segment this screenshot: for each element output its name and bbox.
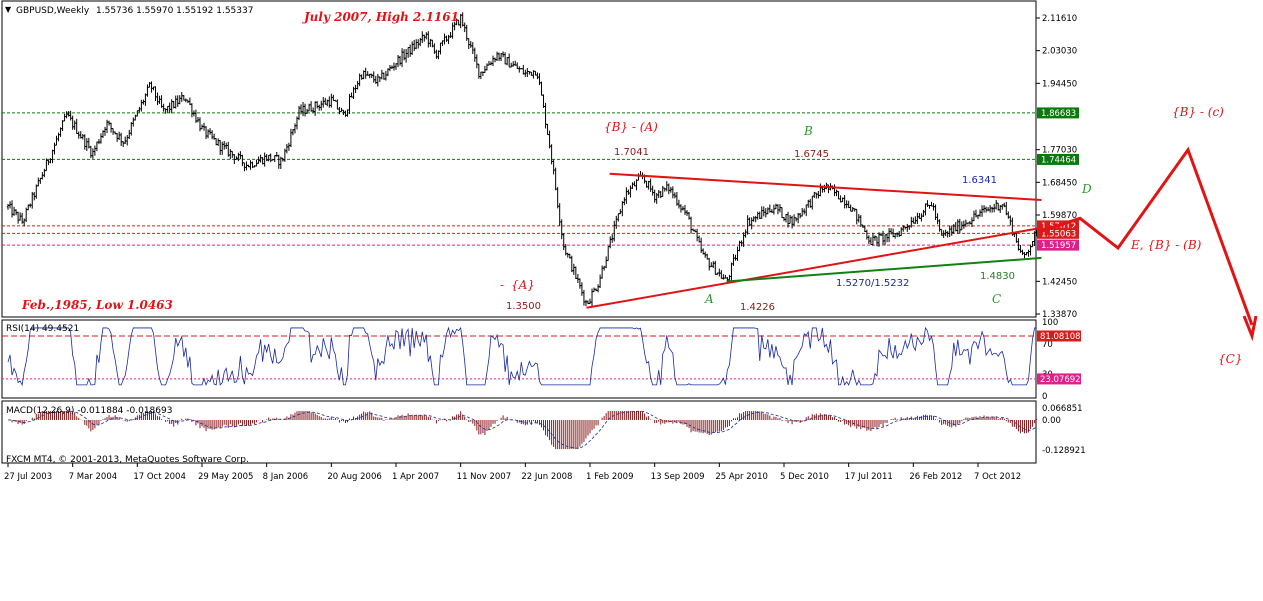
rsi-tick-label: 70 <box>1042 340 1053 350</box>
annotation-july-2007-high: July 2007, High 2.1161 <box>302 10 459 24</box>
annotation-c-major: {C} <box>1218 352 1242 366</box>
rsi-panel[interactable] <box>1 319 1037 399</box>
value-1-6341: 1.6341 <box>962 175 997 186</box>
rsi-label: RSI(14) 49.4521 <box>6 324 79 334</box>
x-tick-label: 1 Feb 2009 <box>586 472 634 482</box>
x-tick-label: 17 Jul 2011 <box>845 472 893 482</box>
price-tag-label: 1.86683 <box>1041 109 1076 119</box>
x-tick-label: 17 Oct 2004 <box>133 472 186 482</box>
rsi-low-tag-label: 23.07692 <box>1040 375 1081 385</box>
annotation-wave-a: A <box>704 292 714 306</box>
x-tick-label: 7 Oct 2012 <box>974 472 1021 482</box>
price-tag <box>1037 227 1079 239</box>
x-tick-label: 11 Nov 2007 <box>457 472 511 482</box>
x-tick-label: 26 Feb 2012 <box>909 472 962 482</box>
price-tag-label: 1.74464 <box>1041 155 1076 165</box>
rsi-tick-label: 0 <box>1042 392 1047 402</box>
value-1-4830: 1.4830 <box>980 271 1015 282</box>
price-tag <box>1037 239 1079 251</box>
rsi-high-tag-label: 81.08108 <box>1040 332 1081 342</box>
y-tick-label: 1.59870 <box>1042 211 1077 221</box>
x-tick-label: 8 Jan 2006 <box>263 472 309 482</box>
price-tag <box>1037 153 1079 165</box>
projection-path <box>1039 146 1254 326</box>
price-tag-label: 1.51957 <box>1041 241 1076 251</box>
y-tick-label: 2.03030 <box>1042 47 1077 57</box>
trendline <box>609 172 1042 202</box>
y-tick-label: 1.68450 <box>1042 178 1077 188</box>
annotation-b-c: {B} - (c) <box>1172 105 1224 119</box>
price-tag-label: 1.55063 <box>1041 229 1076 239</box>
macd-tick-label: 0.066851 <box>1042 404 1083 414</box>
value-1-6745: 1.6745 <box>794 149 829 160</box>
price-candles <box>6 12 1038 307</box>
y-tick-label: 1.94450 <box>1042 79 1077 89</box>
annotation-feb-1985-low: Feb.,1985, Low 1.0463 <box>21 298 173 312</box>
annotation-e-b-b: E, {B} - (B) <box>1130 238 1202 252</box>
trendline <box>586 226 1042 309</box>
footer-copyright: FXCM MT4, © 2001-2013, MetaQuotes Softwa… <box>6 455 249 465</box>
macd-panel[interactable] <box>1 400 1037 464</box>
dropdown-arrow-icon[interactable]: ▼ <box>5 5 12 14</box>
x-tick-label: 29 May 2005 <box>198 472 253 482</box>
rsi-tick-label: 100 <box>1042 318 1058 328</box>
x-tick-label: 20 Aug 2006 <box>327 472 381 482</box>
macd-label: MACD(12,26,9) -0.011884 -0.018693 <box>6 406 172 416</box>
projection-arrowhead <box>1242 315 1258 342</box>
rsi-low-tag <box>1037 373 1081 385</box>
macd-tick-label: 0.00 <box>1042 416 1061 426</box>
price-tag <box>1037 107 1079 119</box>
macd-signal-line <box>7 410 1037 449</box>
annotation-b-a: {B} - (A) <box>604 120 658 134</box>
wave-projection <box>1039 146 1258 342</box>
x-tick-label: 7 Mar 2004 <box>69 472 117 482</box>
macd-tick-label: -0.128921 <box>1042 446 1086 456</box>
annotation-wave-a-major: {A} <box>511 278 535 292</box>
annotation-wave-b: B <box>803 124 813 138</box>
x-tick-label: 5 Dec 2010 <box>780 472 829 482</box>
y-tick-label: 1.42450 <box>1042 277 1077 287</box>
value-1-4226: 1.4226 <box>740 302 775 313</box>
chart-ohlc: 1.55736 1.55970 1.55192 1.55337 <box>96 6 253 16</box>
y-tick-label: 1.77030 <box>1042 146 1077 156</box>
x-tick-label: 22 Jun 2008 <box>521 472 572 482</box>
trendlines <box>586 172 1042 309</box>
trendline <box>726 256 1042 283</box>
value-1-3500: 1.3500 <box>506 301 541 312</box>
x-tick-label: 27 Jul 2003 <box>4 472 52 482</box>
x-tick-label: 1 Apr 2007 <box>392 472 439 482</box>
rsi-line <box>7 326 1037 387</box>
rsi-high-tag <box>1037 330 1081 342</box>
annotation-wave-a-dash: - <box>500 278 504 292</box>
x-tick-label: 13 Sep 2009 <box>651 472 705 482</box>
chart-symbol: GBPUSD,Weekly <box>16 6 90 16</box>
y-tick-label: 2.11610 <box>1042 14 1077 24</box>
macd-indicator: 0.066851 0.00 -0.128921 <box>7 404 1086 456</box>
x-tick-label: 25 Apr 2010 <box>715 472 768 482</box>
annotation-wave-c: C <box>992 292 1001 306</box>
annotation-wave-d: D <box>1081 182 1092 196</box>
value-1-7041: 1.7041 <box>614 147 649 158</box>
y-tick-label: 1.33870 <box>1042 310 1077 320</box>
value-1-5270-1-5232: 1.5270/1.5232 <box>836 278 909 289</box>
